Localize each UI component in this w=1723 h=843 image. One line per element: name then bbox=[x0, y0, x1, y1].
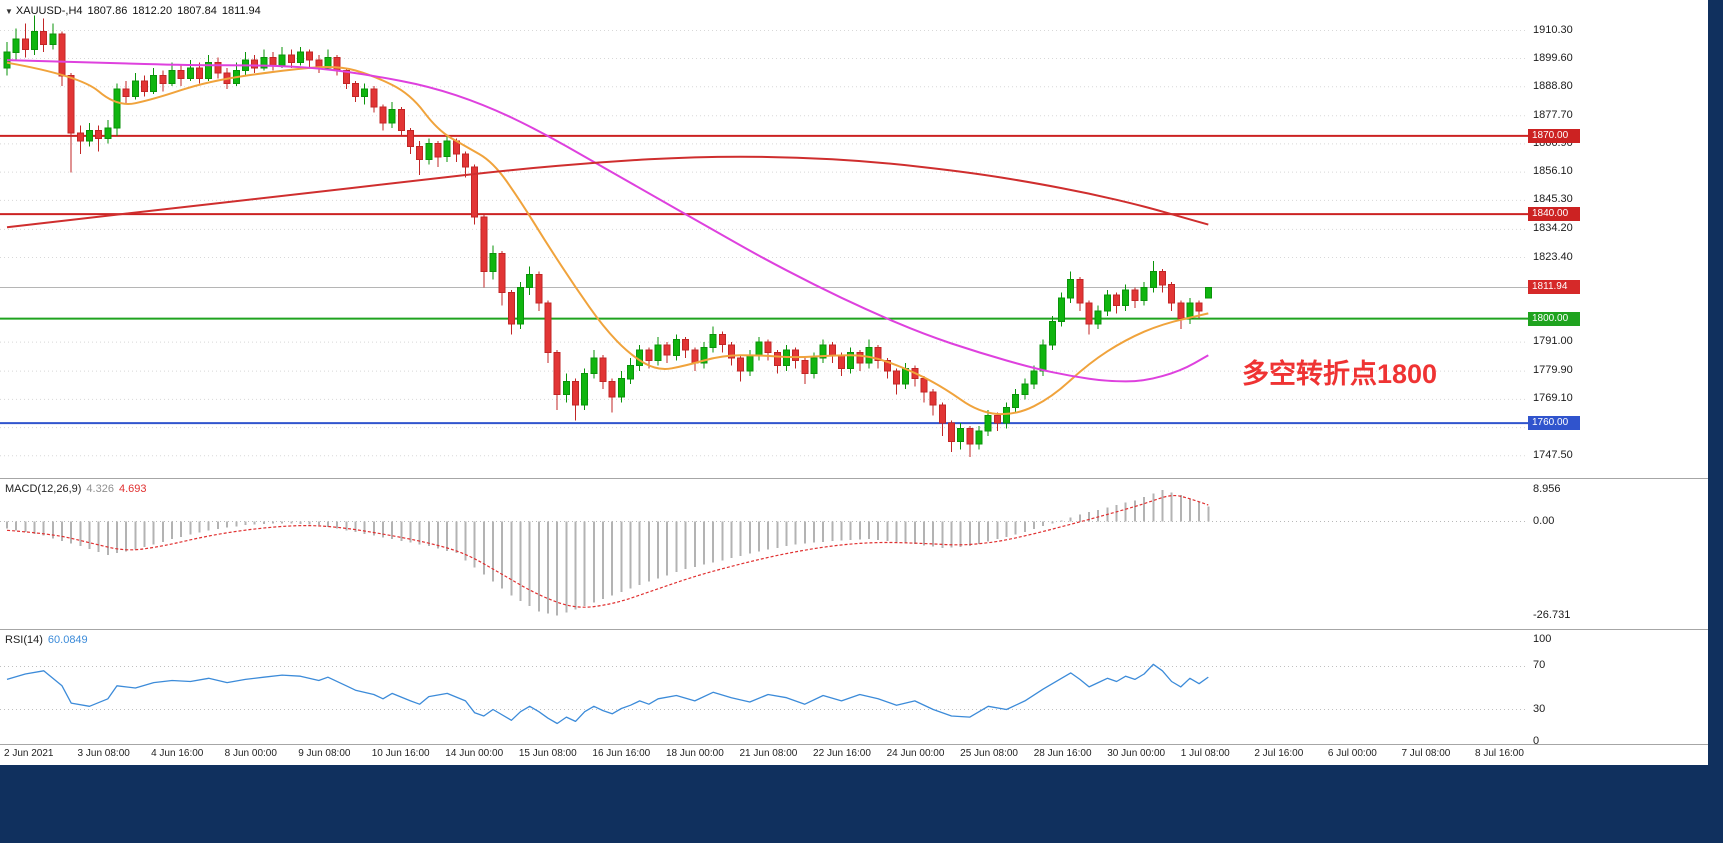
time-axis-label: 6 Jul 00:00 bbox=[1327, 748, 1377, 759]
price-level-badge: 1840.00 bbox=[1528, 207, 1580, 222]
macd-axis-label: 8.956 bbox=[1533, 482, 1561, 495]
price-axis-label: 1910.30 bbox=[1533, 23, 1573, 36]
rsi-layer bbox=[0, 663, 1528, 725]
candles-layer bbox=[3, 15, 1212, 458]
time-axis-label: 2 Jul 16:00 bbox=[1254, 748, 1304, 759]
time-axis-label: 14 Jun 00:00 bbox=[445, 748, 504, 759]
macd-label: MACD(12,26,9) bbox=[5, 483, 82, 495]
low-value: 1807.84 bbox=[177, 5, 217, 17]
rsi-axis-label: 30 bbox=[1533, 702, 1546, 715]
time-axis-label: 24 Jun 00:00 bbox=[886, 748, 945, 759]
price-level-badge: 1760.00 bbox=[1528, 416, 1580, 431]
rsi-axis-label: 100 bbox=[1533, 633, 1552, 646]
time-axis[interactable]: 2 Jun 2021 3 Jun 08:00 4 Jun 16:00 8 Jun 00… bbox=[0, 745, 1708, 765]
price-axis-label: 1845.30 bbox=[1533, 193, 1573, 206]
price-level-badge: 1800.00 bbox=[1528, 311, 1580, 326]
window-edge-right bbox=[1708, 0, 1723, 843]
price-axis[interactable]: 1910.30 1899.60 1888.80 1877.70 1866.90 1856.… bbox=[1528, 0, 1708, 765]
rsi-line bbox=[6, 663, 1209, 725]
annotation-text: 多空转折点1800 bbox=[1242, 359, 1438, 389]
panel-separator[interactable] bbox=[0, 629, 1708, 630]
rsi-axis-label: 0 bbox=[1533, 734, 1540, 747]
open-value: 1807.86 bbox=[87, 5, 128, 17]
macd-histogram bbox=[6, 490, 1210, 616]
time-axis-label: 1 Jul 08:00 bbox=[1180, 748, 1230, 759]
time-axis-label: 4 Jun 16:00 bbox=[151, 748, 204, 759]
window-edge-bottom bbox=[0, 765, 1708, 843]
time-axis-separator bbox=[0, 744, 1708, 745]
time-axis-label: 22 Jun 16:00 bbox=[813, 748, 871, 759]
macd-indicator-title: MACD(12,26,9) 4.326 4.693 bbox=[5, 483, 151, 495]
chart-plot-area[interactable]: ▼ XAUUSD-,H4 1807.86 1812.20 1807.84 1811.94 … bbox=[0, 0, 1528, 765]
time-axis-label: 8 Jun 00:00 bbox=[224, 748, 277, 759]
grid-layer bbox=[0, 30, 1528, 457]
time-axis-label: 10 Jun 16:00 bbox=[371, 748, 430, 759]
time-axis-label: 15 Jun 08:00 bbox=[518, 748, 577, 759]
rsi-label: RSI(14) bbox=[5, 634, 43, 646]
high-value: 1812.20 bbox=[132, 5, 173, 17]
price-axis-label: 1779.90 bbox=[1533, 364, 1573, 377]
moving-averages-layer bbox=[6, 59, 1209, 416]
macd-layer bbox=[0, 490, 1528, 616]
macd-main-value: 4.326 bbox=[86, 483, 114, 495]
rsi-axis-label: 70 bbox=[1533, 659, 1546, 672]
chart-canvas bbox=[0, 15, 1528, 725]
time-axis-label: 9 Jun 08:00 bbox=[298, 748, 351, 759]
current-price-badge: 1811.94 bbox=[1528, 280, 1580, 295]
time-axis-label: 2 Jun 2021 bbox=[4, 748, 54, 759]
price-axis-label: 1791.00 bbox=[1533, 335, 1573, 348]
macd-signal-value: 4.693 bbox=[118, 483, 147, 495]
price-axis-label: 1747.50 bbox=[1533, 448, 1573, 461]
price-axis-label: 1834.20 bbox=[1533, 222, 1573, 235]
chart-title: ▼ XAUUSD-,H4 1807.86 1812.20 1807.84 1811.94 bbox=[5, 5, 266, 17]
ma-slow-line bbox=[6, 155, 1209, 229]
price-level-badge: 1870.00 bbox=[1528, 128, 1580, 143]
price-axis-label: 1877.70 bbox=[1533, 108, 1573, 121]
price-axis-label: 1888.80 bbox=[1533, 79, 1573, 92]
price-axis-label: 1899.60 bbox=[1533, 51, 1573, 64]
time-axis-label: 8 Jul 16:00 bbox=[1475, 748, 1524, 759]
macd-axis-label: -26.731 bbox=[1533, 608, 1571, 621]
time-axis-label: 21 Jun 08:00 bbox=[739, 748, 798, 759]
time-axis-label: 30 Jun 00:00 bbox=[1107, 748, 1166, 759]
rsi-value: 60.0849 bbox=[47, 634, 88, 646]
macd-axis-label: 0.00 bbox=[1533, 514, 1555, 527]
price-axis-label: 1856.10 bbox=[1533, 165, 1573, 178]
ma-mid-line bbox=[6, 59, 1209, 383]
time-axis-label: 25 Jun 08:00 bbox=[960, 748, 1018, 759]
price-axis-label: 1769.10 bbox=[1533, 392, 1573, 405]
close-value: 1811.94 bbox=[221, 5, 261, 17]
panel-separator[interactable] bbox=[0, 478, 1708, 479]
horizontal-lines-layer bbox=[0, 134, 1528, 425]
macd-signal-line bbox=[6, 495, 1209, 608]
time-axis-label: 28 Jun 16:00 bbox=[1033, 748, 1092, 759]
time-axis-label: 3 Jun 08:00 bbox=[77, 748, 130, 759]
time-axis-label: 16 Jun 16:00 bbox=[592, 748, 651, 759]
price-axis-label: 1823.40 bbox=[1533, 250, 1573, 263]
symbol-period-label: XAUUSD-,H4 bbox=[15, 5, 83, 17]
time-axis-label: 7 Jul 08:00 bbox=[1401, 748, 1451, 759]
time-axis-label: 18 Jun 00:00 bbox=[665, 748, 724, 759]
chevron-down-icon[interactable]: ▼ bbox=[5, 7, 13, 16]
rsi-indicator-title: RSI(14) 60.0849 bbox=[5, 634, 93, 646]
